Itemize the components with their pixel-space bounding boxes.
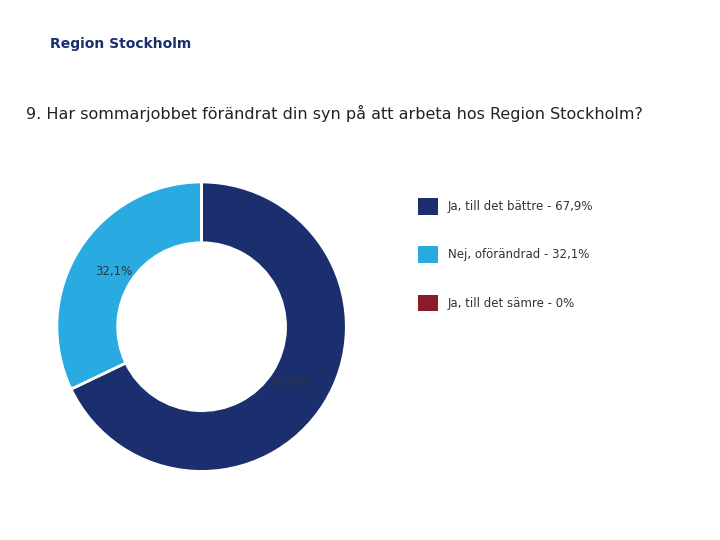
Text: 32,1%: 32,1%: [95, 265, 132, 278]
Text: Region Stockholm: Region Stockholm: [50, 37, 192, 51]
Text: Ja, till det bättre - 67,9%: Ja, till det bättre - 67,9%: [448, 200, 593, 213]
Wedge shape: [57, 182, 202, 389]
Text: Nej, oförändrad - 32,1%: Nej, oförändrad - 32,1%: [448, 248, 589, 261]
Text: 9. Har sommarjobbet förändrat din syn på att arbeta hos Region Stockholm?: 9. Har sommarjobbet förändrat din syn på…: [27, 105, 644, 122]
Text: Ja, till det sämre - 0%: Ja, till det sämre - 0%: [448, 296, 575, 309]
Bar: [418, 295, 438, 312]
Wedge shape: [71, 182, 346, 471]
Bar: [418, 246, 438, 263]
Text: 67,9%: 67,9%: [271, 376, 308, 389]
Bar: [418, 198, 438, 214]
